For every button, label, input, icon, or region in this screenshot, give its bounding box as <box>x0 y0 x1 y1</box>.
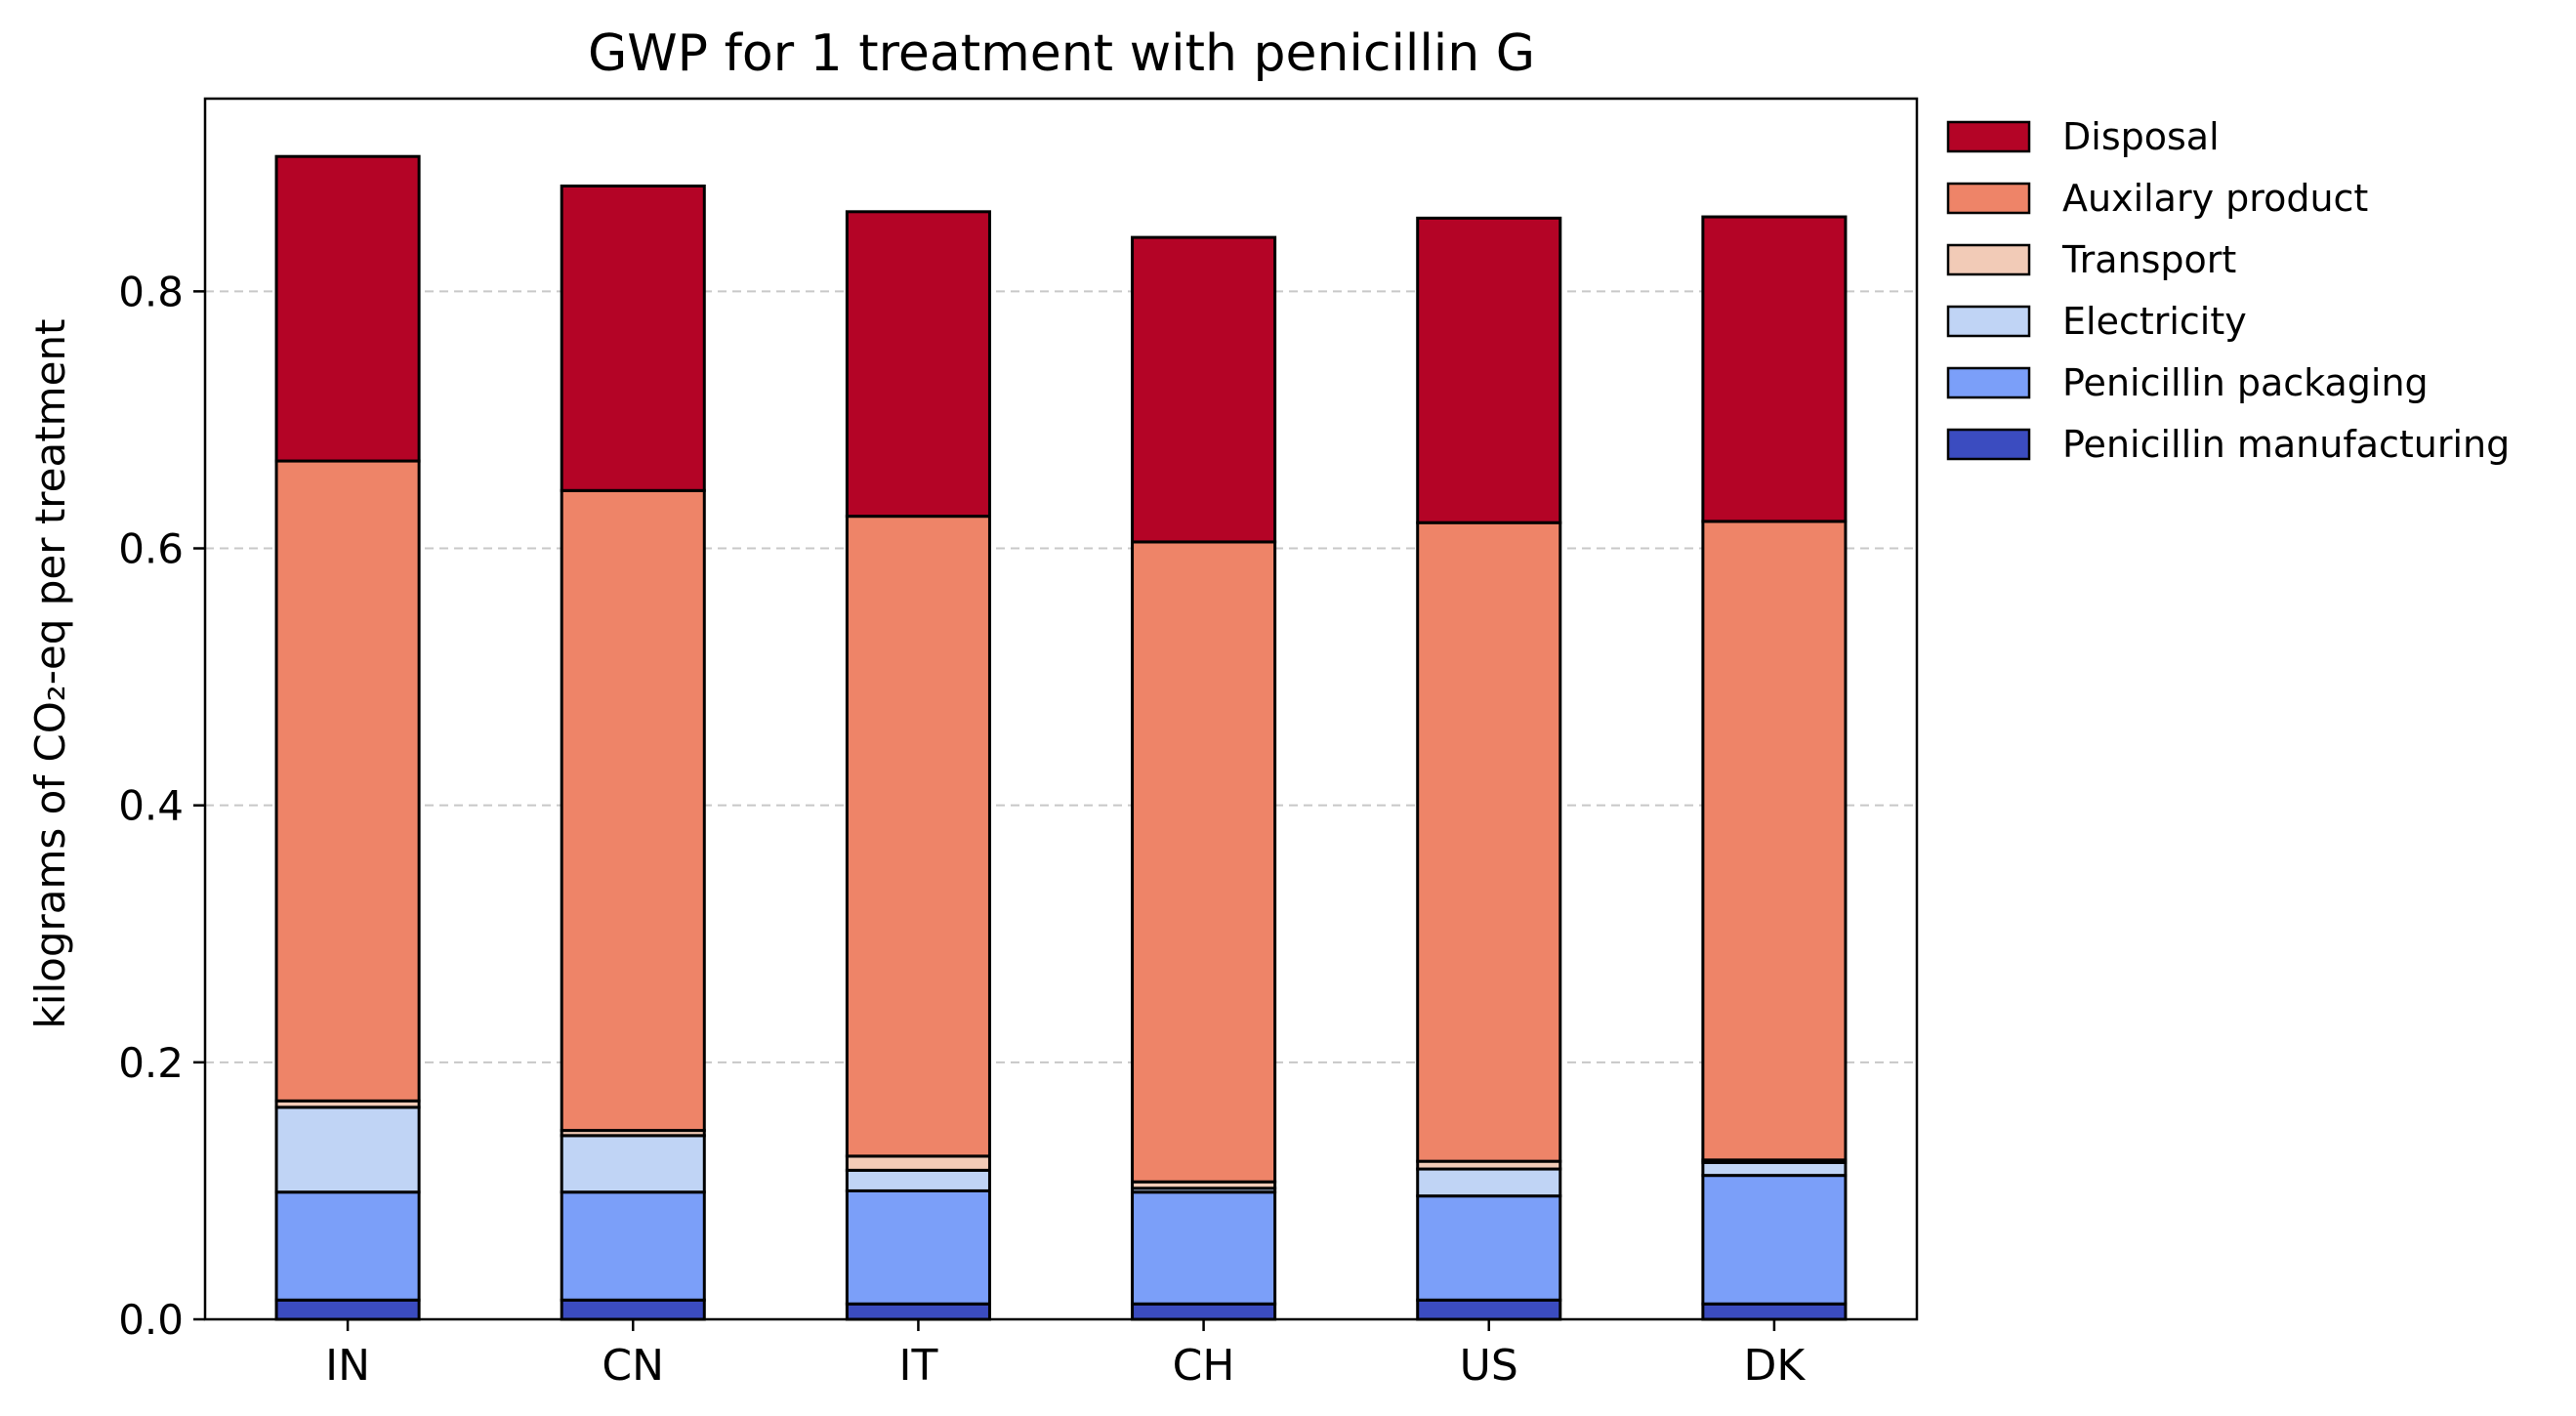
x-tick-label: CH <box>1173 1341 1235 1391</box>
y-tick-label: 0.8 <box>118 268 184 315</box>
x-tick-label: CN <box>602 1341 664 1391</box>
chart-title: GWP for 1 treatment with penicillin G <box>588 24 1535 83</box>
bar-segment <box>1416 1167 1562 1198</box>
plot-frame <box>203 97 1919 1321</box>
bar-segment <box>1701 215 1848 523</box>
bar-segment <box>1701 1302 1848 1321</box>
bar-segment <box>560 1134 706 1194</box>
bar-segment <box>560 488 706 1133</box>
x-tick-label: DK <box>1744 1341 1807 1391</box>
bar-segment <box>1131 540 1277 1184</box>
legend-swatch <box>1946 182 2031 215</box>
legend-swatch <box>1946 120 2031 153</box>
bar-segment <box>1416 216 1562 524</box>
bar-segment <box>274 1298 421 1321</box>
bar-segment <box>1131 235 1277 544</box>
y-tick-label: 0.6 <box>118 525 184 573</box>
legend-label: Auxilary product <box>2062 177 2368 220</box>
x-tick-label: IT <box>898 1341 937 1391</box>
bar-segment <box>560 184 706 492</box>
legend-swatch <box>1946 428 2031 461</box>
bar-segment <box>1701 1174 1848 1306</box>
legend-label: Disposal <box>2062 115 2220 158</box>
bar-segment <box>560 1298 706 1321</box>
bar-segment <box>845 1154 991 1172</box>
legend-swatch <box>1946 243 2031 276</box>
bar-segment <box>1701 520 1848 1162</box>
x-tick-label: US <box>1460 1341 1518 1391</box>
legend-swatch <box>1946 366 2031 399</box>
bar-segment <box>560 1190 706 1302</box>
bar-segment <box>1416 1194 1562 1302</box>
legend-swatch <box>1946 305 2031 338</box>
y-tick-label: 0.0 <box>118 1296 184 1344</box>
x-tick-label: IN <box>325 1341 370 1391</box>
bar-segment <box>274 1105 421 1194</box>
bar-segment <box>845 1302 991 1321</box>
bar-segment <box>1416 1298 1562 1321</box>
y-tick-label: 0.4 <box>118 782 184 830</box>
bar-segment <box>1701 1160 1848 1178</box>
bar-segment <box>845 515 991 1158</box>
bar-segment <box>274 154 421 463</box>
bar-segment <box>845 1168 991 1192</box>
y-tick-label: 0.2 <box>118 1039 184 1087</box>
bar-segment <box>274 1190 421 1302</box>
bar-segment <box>1416 521 1562 1163</box>
legend-label: Transport <box>2061 238 2236 281</box>
legend-label: Electricity <box>2062 300 2247 343</box>
legend-label: Penicillin packaging <box>2062 361 2429 404</box>
bar-segment <box>845 1188 991 1306</box>
bar-segment <box>1131 1302 1277 1321</box>
y-axis-label: kilograms of CO₂-eq per treatment <box>26 318 74 1028</box>
legend-label: Penicillin manufacturing <box>2062 423 2510 466</box>
bar-segment <box>1131 1190 1277 1306</box>
bar-segment <box>274 459 421 1103</box>
bar-segment <box>845 210 991 519</box>
